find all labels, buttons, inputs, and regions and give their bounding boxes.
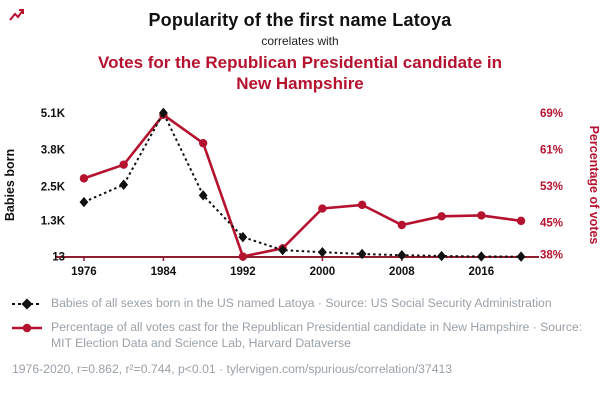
legend-text-votes: Percentage of all votes cast for the Rep… (51, 319, 583, 350)
latoya-series-marker-icon (12, 298, 42, 309)
svg-text:13: 13 (52, 251, 65, 263)
svg-text:2.5K: 2.5K (41, 181, 66, 193)
svg-text:45%: 45% (540, 217, 563, 229)
legend-item-votes: Percentage of all votes cast for the Rep… (12, 319, 588, 351)
svg-text:38%: 38% (540, 249, 563, 261)
legend: Babies of all sexes born in the US named… (0, 285, 600, 351)
svg-text:1992: 1992 (230, 266, 256, 278)
svg-text:5.1K: 5.1K (41, 108, 66, 120)
page-title: Popularity of the first name Latoya (148, 10, 452, 30)
legend-text-latoya: Babies of all sexes born in the US named… (51, 295, 552, 310)
chart-area: 1976 1984 1992 2000 2008 2016 5.1K 3.8K 2.5K 1.3K… (0, 100, 600, 285)
svg-text:Percentage of votes: Percentage of votes (587, 125, 600, 244)
correlation-line-chart: 1976 1984 1992 2000 2008 2016 5.1K 3.8K 2.5K 1.3K… (3, 107, 600, 278)
correlates-with-label: correlates with (261, 34, 339, 48)
svg-text:2016: 2016 (469, 266, 495, 278)
footer-stats: 1976-2020, r=0.862, r²=0.744, p<0.01 · t… (12, 361, 453, 376)
svg-text:2000: 2000 (310, 266, 336, 278)
secondary-title: Votes for the Republican Presidential ca… (98, 53, 502, 94)
legend-item-latoya: Babies of all sexes born in the US named… (12, 295, 588, 311)
svg-text:1984: 1984 (151, 266, 177, 278)
votes-series-marker-icon (12, 323, 42, 332)
site-logo-icon (9, 9, 24, 21)
svg-text:1.3K: 1.3K (41, 215, 66, 227)
svg-text:Babies born: Babies born (3, 148, 17, 220)
svg-text:3.8K: 3.8K (41, 144, 66, 156)
svg-text:2008: 2008 (389, 266, 415, 278)
svg-text:61%: 61% (540, 144, 563, 156)
svg-text:69%: 69% (540, 108, 563, 120)
svg-text:1976: 1976 (71, 266, 97, 278)
svg-text:53%: 53% (540, 181, 563, 193)
